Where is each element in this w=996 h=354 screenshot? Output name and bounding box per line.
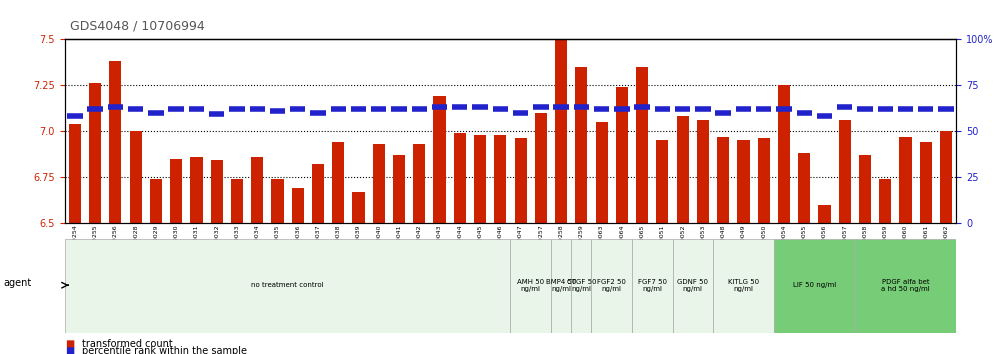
Bar [737,140,750,223]
Bar [899,137,911,223]
Bar [636,67,648,223]
Bar [798,153,811,223]
Bar [576,67,588,223]
Bar [494,135,506,223]
Text: agent: agent [3,278,31,288]
Bar [535,113,547,223]
Bar [515,138,527,223]
Bar [149,179,162,223]
Bar [69,124,81,223]
FancyBboxPatch shape [510,239,551,333]
Bar [656,140,668,223]
Bar [919,142,932,223]
Bar [190,157,202,223]
Bar [353,192,365,223]
Bar [433,96,445,223]
Bar [89,83,102,223]
Text: KITLG 50
ng/ml: KITLG 50 ng/ml [728,279,759,292]
Text: LIF 50 ng/ml: LIF 50 ng/ml [793,282,836,288]
FancyBboxPatch shape [551,239,572,333]
Bar [271,179,284,223]
FancyBboxPatch shape [632,239,672,333]
Text: CTGF 50
ng/ml: CTGF 50 ng/ml [567,279,597,292]
Bar [717,137,729,223]
Bar [819,205,831,223]
Bar [332,142,345,223]
Bar [292,188,304,223]
Bar [373,144,384,223]
Bar [110,61,122,223]
Bar [839,120,851,223]
Text: transformed count: transformed count [82,339,172,349]
Bar [676,116,689,223]
Text: no treatment control: no treatment control [251,282,324,288]
Bar [393,155,405,223]
FancyBboxPatch shape [592,239,632,333]
Text: FGF2 50
ng/ml: FGF2 50 ng/ml [598,279,626,292]
Text: GDS4048 / 10706994: GDS4048 / 10706994 [70,19,204,33]
Bar [413,144,425,223]
Bar [940,131,952,223]
Bar [251,157,263,223]
Text: BMP4 50
ng/ml: BMP4 50 ng/ml [546,279,577,292]
Bar [231,179,243,223]
Text: PDGF alfa bet
a hd 50 ng/ml: PDGF alfa bet a hd 50 ng/ml [881,279,930,292]
Bar [596,122,608,223]
Bar [778,85,790,223]
Bar [697,120,709,223]
FancyBboxPatch shape [672,239,713,333]
Bar [210,160,223,223]
Text: GDNF 50
ng/ml: GDNF 50 ng/ml [677,279,708,292]
FancyBboxPatch shape [855,239,956,333]
Bar [454,133,466,223]
Bar [170,159,182,223]
FancyBboxPatch shape [572,239,592,333]
Bar [616,87,627,223]
Bar [312,164,324,223]
Text: FGF7 50
ng/ml: FGF7 50 ng/ml [637,279,666,292]
Bar [555,39,567,223]
Bar [129,131,141,223]
Text: ■: ■ [65,339,74,349]
FancyBboxPatch shape [65,239,510,333]
Bar [474,135,486,223]
Bar [859,155,872,223]
Bar [758,138,770,223]
FancyBboxPatch shape [774,239,855,333]
FancyBboxPatch shape [713,239,774,333]
Text: percentile rank within the sample: percentile rank within the sample [82,346,247,354]
Bar [879,179,891,223]
Text: AMH 50
ng/ml: AMH 50 ng/ml [517,279,544,292]
Text: ■: ■ [65,346,74,354]
